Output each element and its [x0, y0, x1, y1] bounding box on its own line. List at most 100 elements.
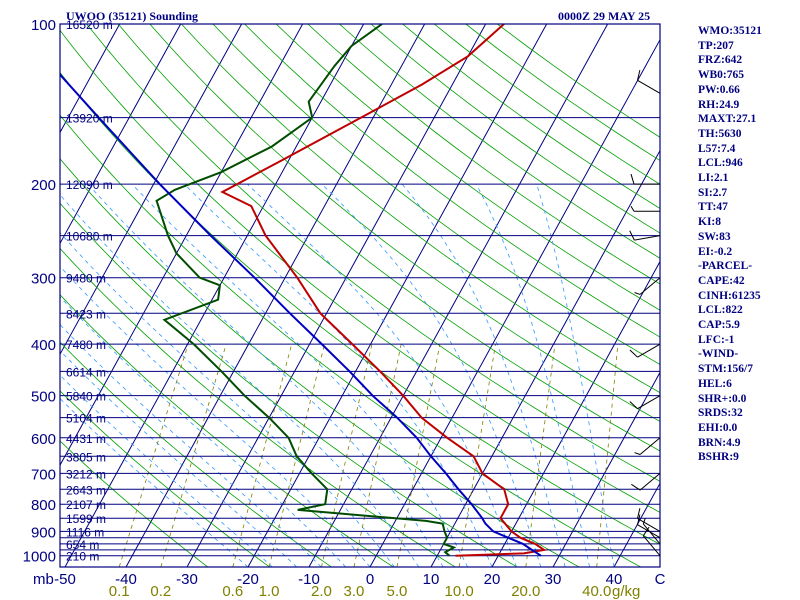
mixing-ratio-tick-label: 0.1: [109, 583, 130, 600]
pressure-lines: [60, 23, 660, 557]
mixing-ratio-line: [596, 344, 619, 567]
barb-feather: [636, 508, 641, 519]
sounding-title: UWOO (35121) Sounding: [66, 9, 199, 23]
stat-line: MAXT:27.1: [698, 113, 757, 126]
height-label: 5840 m: [66, 390, 106, 404]
height-label: 2107 m: [66, 498, 106, 512]
mixing-ratio-tick-label: 0.6: [222, 583, 243, 600]
moist-adiabat: [87, 183, 444, 567]
mixing-ratio-tick-label: 20.0: [511, 583, 540, 600]
temperature-tick-label: 10: [423, 571, 440, 588]
moist-adiabat: [60, 398, 249, 567]
dry-adiabat: [307, 24, 660, 285]
isotherm-line: [491, 260, 660, 567]
dry-adiabat: [60, 247, 456, 567]
sounding-time: 0000Z 29 MAY 25: [558, 9, 651, 23]
pressure-tick-label: 400: [31, 337, 56, 354]
mixing-ratio-line: [232, 344, 293, 567]
mixing-ratio-tick-label: 5.0: [387, 583, 408, 600]
mixing-ratio-line: [160, 344, 227, 567]
height-label: 5104 m: [66, 412, 106, 426]
dry-adiabat: [181, 24, 660, 394]
height-label: 10680 m: [66, 230, 113, 244]
temperature-tick-label: 40: [606, 571, 623, 588]
wind-barb: [629, 395, 661, 410]
plot-frame: [59, 23, 661, 568]
stat-line: TT:47: [698, 201, 728, 214]
stat-line: EI:-0.2: [698, 245, 733, 258]
isotherm-line: [64, 24, 365, 567]
stat-line: EHI:0.0: [698, 421, 738, 434]
barb-feather: [642, 518, 646, 525]
isotherm-line: [125, 24, 426, 567]
barb-feather: [629, 230, 635, 241]
stat-line: BRN:4.9: [698, 436, 741, 449]
isotherm-line: [60, 24, 243, 356]
barb-staff: [637, 395, 661, 410]
dry-adiabat: [149, 24, 660, 422]
sounding-indices: WMO:35121 TP:207 FRZ:642 WB0:765 PW:0.66 RH:2…: [698, 24, 762, 465]
parcel-trace: [60, 71, 542, 557]
stat-line: SRDS:32: [698, 407, 743, 420]
stat-line: CAP:5.9: [698, 319, 740, 332]
dry-adiabat: [275, 24, 660, 311]
wind-barb: [630, 206, 660, 212]
temperature-tick-label: -30: [176, 571, 198, 588]
stat-line: BSHR:9: [698, 451, 739, 464]
pressure-tick-label: 1000: [23, 549, 56, 566]
stat-line: -PARCEL-: [698, 260, 753, 273]
stat-line: LCL:946: [698, 157, 743, 170]
background-lines: [60, 24, 660, 567]
stat-line: WB0:765: [698, 69, 744, 82]
height-label: 6614 m: [66, 365, 106, 379]
data-traces: [60, 24, 547, 557]
temperature-tick-label: -20: [237, 571, 259, 588]
wind-barb: [629, 343, 661, 358]
dry-adiabat: [60, 71, 660, 545]
dry-adiabat: [117, 24, 660, 452]
temperature-tick-label: 20: [484, 571, 501, 588]
mixing-ratio-line: [458, 344, 496, 567]
height-label: 9480 m: [66, 272, 106, 286]
stat-line: RH:24.9: [698, 98, 740, 111]
wind-barb: [636, 508, 661, 532]
stat-line: SI:2.7: [698, 186, 728, 199]
height-label: 1116 m: [66, 525, 104, 539]
moist-adiabat: [60, 194, 420, 567]
mixing-ratio-line: [118, 344, 189, 567]
moist-adiabat: [60, 296, 346, 567]
barb-feather: [634, 452, 641, 455]
isotherm-line: [60, 24, 182, 245]
mixing-ratio-unit-label: g/kg: [612, 583, 640, 600]
barb-staff: [642, 523, 661, 545]
moist-adiabat: [60, 324, 322, 567]
wind-barb: [631, 472, 661, 491]
wind-barb: [634, 437, 661, 455]
temperature-unit-label: C: [655, 571, 666, 588]
isotherm-line: [186, 24, 487, 567]
barb-staff: [637, 517, 661, 532]
pressure-tick-label: 900: [31, 524, 56, 541]
height-label: 3805 m: [66, 450, 106, 464]
stat-line: LFC:-1: [698, 333, 735, 346]
moist-adiabat: [60, 374, 273, 567]
pressure-unit-label: mb: [33, 571, 54, 588]
isotherm-line: [247, 24, 548, 567]
dry-adiabat: [60, 440, 209, 567]
height-label: 12090 m: [66, 178, 113, 192]
wind-barb: [642, 526, 661, 557]
dry-adiabat: [339, 24, 660, 259]
pressure-tick-label: 500: [31, 389, 56, 406]
dry-adiabat: [60, 114, 641, 567]
stat-line: SW:83: [698, 230, 731, 243]
mixing-ratio-tick-label: 1.0: [259, 583, 280, 600]
barb-staff: [634, 235, 661, 241]
stat-line: LCL:822: [698, 304, 743, 317]
mixing-ratio-line: [525, 344, 556, 567]
stat-line: SHR+:0.0: [698, 392, 747, 405]
wind-barbs: [629, 70, 661, 557]
height-label: 8423 m: [66, 307, 106, 321]
height-label: 1599 m: [66, 512, 106, 526]
stat-line: CAPE:42: [698, 274, 745, 287]
